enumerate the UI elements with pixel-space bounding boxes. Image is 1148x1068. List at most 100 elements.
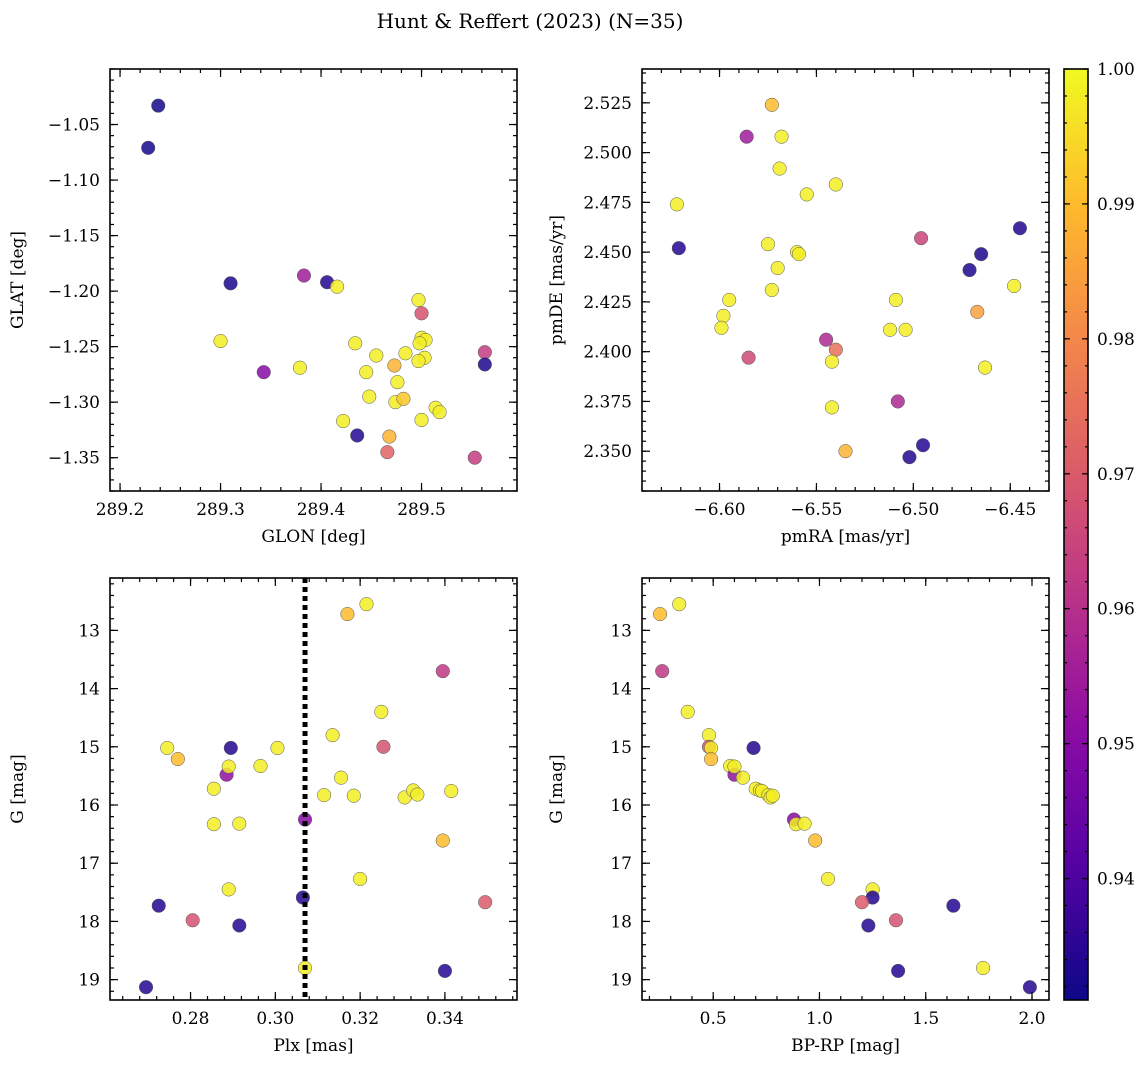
points: [669, 97, 1027, 465]
data-point: [477, 345, 492, 360]
data-point: [824, 400, 839, 415]
data-point: [760, 237, 776, 252]
data-point: [325, 728, 340, 743]
x-tick-label: −6.60: [693, 500, 745, 520]
data-point: [819, 332, 834, 347]
data-point: [716, 308, 731, 323]
data-point: [334, 770, 349, 785]
colorbar-tick-label: 0.98: [1097, 330, 1135, 350]
data-point: [414, 412, 429, 427]
data-point: [902, 450, 917, 465]
y-tick-label: 2.425: [583, 293, 632, 313]
points: [653, 597, 1037, 995]
y-tick-label: −1.05: [48, 116, 100, 136]
y-tick-label: 13: [78, 621, 100, 641]
data-point: [655, 664, 670, 679]
data-point: [151, 898, 166, 913]
y-tick-label: 15: [78, 738, 100, 758]
axes-frame: [109, 577, 518, 1001]
data-point: [206, 817, 221, 832]
data-point: [890, 394, 905, 409]
data-point: [270, 740, 285, 756]
x-axis-label: pmRA [mas/yr]: [781, 527, 910, 547]
data-point: [883, 322, 898, 337]
data-point: [478, 895, 493, 910]
x-axis-label: Plx [mas]: [273, 1036, 353, 1056]
data-point: [680, 704, 695, 719]
axes-frame: [641, 577, 1050, 1001]
data-point: [340, 607, 355, 622]
x-tick-label: 289.2: [96, 500, 145, 520]
data-point: [362, 389, 377, 404]
data-point: [411, 354, 426, 369]
data-point: [974, 247, 989, 262]
y-tick-label: 15: [610, 738, 632, 758]
panel-1: 289.2 289.3 289.4 289.5 −1.35 −1.30 −1.25 −1.20…: [8, 68, 518, 547]
data-point: [412, 336, 427, 351]
data-point: [256, 365, 271, 380]
data-point: [296, 268, 312, 283]
x-tick-label: 1.0: [806, 1009, 833, 1029]
data-point: [1012, 221, 1027, 236]
axes-frame: [109, 68, 518, 492]
data-point: [141, 140, 156, 155]
y-tick-label: −1.20: [48, 282, 100, 302]
y-tick-label: 19: [610, 971, 632, 991]
data-point: [722, 292, 737, 307]
data-point: [765, 788, 780, 803]
data-point: [764, 97, 779, 112]
data-point: [669, 197, 684, 212]
y-tick-label: 2.475: [583, 193, 632, 213]
y-tick-label: 18: [610, 912, 632, 932]
y-tick-label: 2.400: [583, 343, 632, 363]
data-point: [359, 365, 374, 380]
data-point: [977, 360, 993, 375]
data-point: [330, 279, 345, 294]
y-tick-label: 18: [78, 912, 100, 932]
data-point: [348, 336, 363, 351]
y-tick-label: 2.350: [583, 442, 632, 462]
data-point: [891, 963, 906, 978]
data-point: [735, 770, 751, 785]
data-point: [359, 597, 374, 612]
y-tick-label: 2.375: [583, 392, 632, 412]
data-point: [888, 913, 904, 928]
data-point: [741, 350, 756, 365]
y-axis-label: GLAT [deg]: [8, 231, 28, 329]
data-point: [739, 129, 754, 144]
x-tick-label: 289.5: [397, 500, 446, 520]
data-point: [861, 918, 876, 933]
data-point: [714, 320, 729, 335]
data-point: [1022, 980, 1037, 995]
data-point: [374, 704, 389, 719]
x-tick-label: 0.32: [341, 1009, 379, 1029]
data-point: [671, 241, 686, 256]
y-tick-label: −1.30: [48, 393, 100, 413]
data-point: [435, 833, 450, 848]
x-tick-label: 1.5: [912, 1009, 939, 1029]
axes-frame: [641, 68, 1050, 492]
data-point: [970, 304, 985, 319]
panel-3: 0.28 0.30 0.32 0.34 13 14 15 16 17 18 19 Plx [mas] G…: [8, 577, 518, 1056]
colorbar-tick-label: 1.00: [1097, 60, 1135, 80]
data-point: [398, 346, 413, 361]
data-point: [396, 391, 411, 406]
points: [141, 98, 492, 465]
panel-2: −6.60 −6.55 −6.50 −6.45 2.350 2.375 2.400 2.425…: [547, 68, 1050, 547]
data-point: [160, 740, 175, 756]
data-point: [223, 276, 238, 291]
data-point: [444, 783, 459, 799]
data-point: [727, 759, 742, 774]
data-point: [1007, 278, 1022, 294]
data-point: [390, 375, 405, 390]
data-point: [353, 871, 368, 886]
colorbar: 0.94 0.95 0.96 0.97 0.98 0.99 1.00: [1063, 60, 1135, 1001]
figure-title: Hunt & Reffert (2023) (N=35): [377, 9, 684, 33]
data-point: [915, 438, 931, 453]
data-point: [467, 450, 482, 465]
data-point: [946, 898, 961, 913]
data-point: [206, 781, 221, 796]
x-tick-label: −6.55: [790, 500, 842, 520]
data-point: [770, 261, 785, 276]
